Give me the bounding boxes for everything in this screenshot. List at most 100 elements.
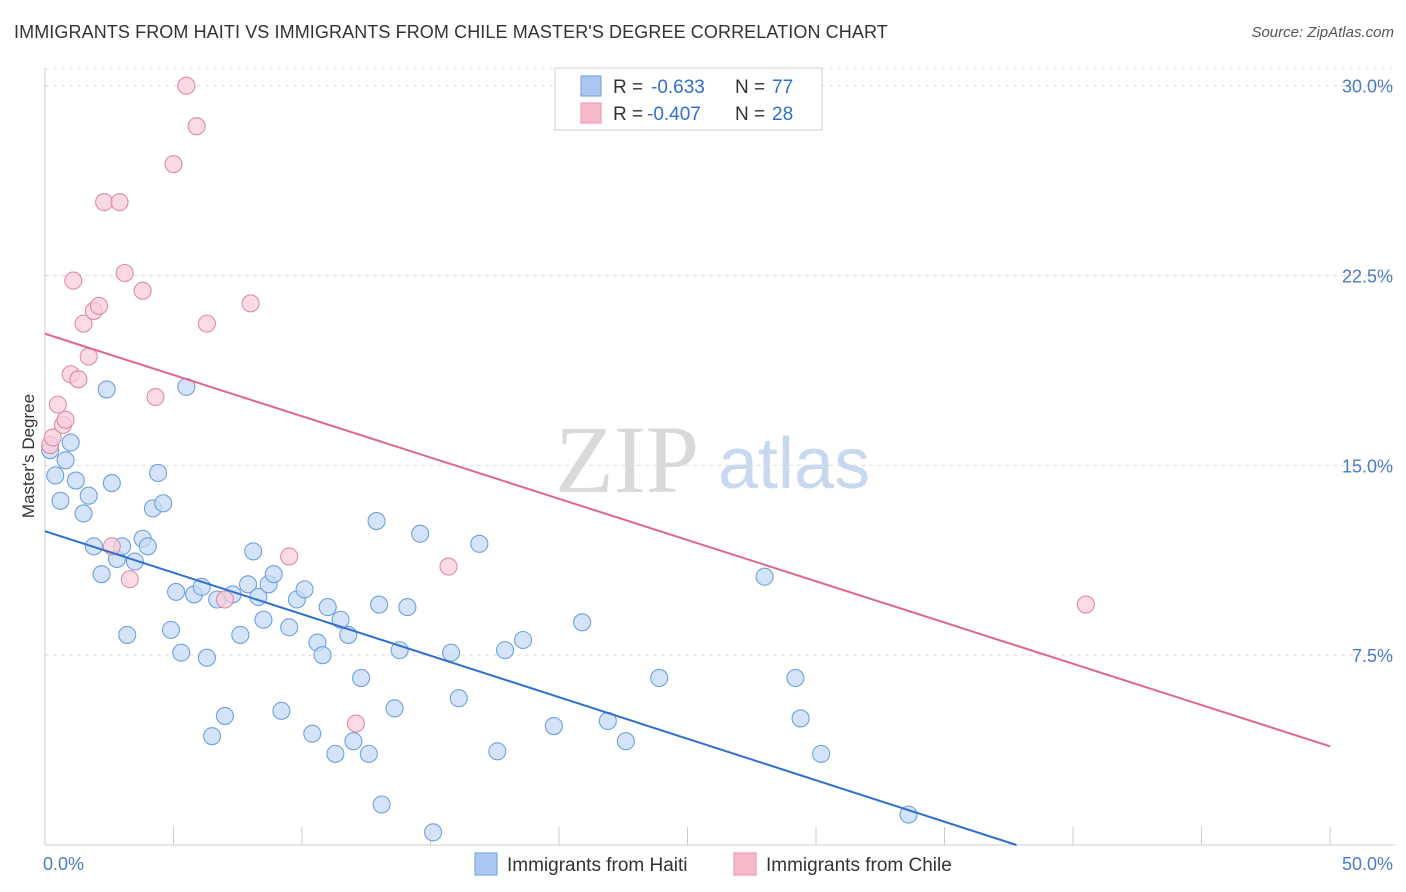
chile-point <box>241 294 260 313</box>
bottom-legend: Immigrants from Haiti Immigrants from Ch… <box>474 852 952 876</box>
haiti-point <box>238 575 258 594</box>
x-tick-label: 0.0% <box>43 854 84 874</box>
haiti-point <box>272 701 291 720</box>
x-tick-labels: 0.0% 50.0% <box>43 854 1393 874</box>
haiti-point <box>79 486 98 505</box>
bottom-legend-label-chile: Immigrants from Chile <box>766 855 952 876</box>
haiti-point <box>544 716 563 736</box>
haiti-point <box>254 610 273 629</box>
chile-point <box>187 117 206 136</box>
haiti-point <box>326 744 345 763</box>
haiti-point <box>56 451 75 470</box>
haiti-point <box>370 595 389 614</box>
haiti-point <box>66 471 85 490</box>
watermark-zip: ZIP <box>555 406 699 513</box>
chile-point <box>69 370 88 389</box>
chart-title: IMMIGRANTS FROM HAITI VS IMMIGRANTS FROM… <box>14 22 888 42</box>
chile-point <box>48 395 67 414</box>
legend-n-value-haiti: 77 <box>772 77 793 98</box>
chile-point <box>43 428 62 447</box>
chile-point <box>64 271 83 290</box>
bottom-legend-label-haiti: Immigrants from Haiti <box>507 855 688 876</box>
haiti-trend-line <box>44 530 1017 846</box>
haiti-point <box>385 699 404 718</box>
chile-point <box>74 314 93 333</box>
y-tick-label: 15.0% <box>1342 456 1393 476</box>
haiti-point <box>812 744 831 763</box>
chile-point <box>439 557 458 576</box>
haiti-point <box>755 567 774 586</box>
haiti-point <box>449 689 468 708</box>
chile-point <box>164 155 183 174</box>
haiti-point <box>197 648 216 667</box>
watermark: ZIP atlas <box>555 406 870 513</box>
haiti-point <box>488 742 507 761</box>
haiti-point <box>616 732 635 751</box>
haiti-point <box>390 641 409 660</box>
chile-point <box>95 193 114 212</box>
x-tick-label: 50.0% <box>1342 854 1393 874</box>
chile-point <box>215 590 234 609</box>
legend-r-label-chile: R = <box>613 104 643 125</box>
chile-point <box>133 281 152 300</box>
haiti-point <box>352 668 371 688</box>
haiti-point <box>102 474 121 493</box>
chile-point <box>197 314 216 333</box>
y-tick-label: 22.5% <box>1342 267 1393 287</box>
haiti-point <box>154 494 173 513</box>
legend-n-value-chile: 28 <box>772 104 793 125</box>
axes <box>44 68 1395 846</box>
haiti-point <box>61 433 80 452</box>
haiti-point <box>495 641 515 660</box>
legend-r-label-haiti: R = <box>613 77 643 98</box>
bottom-legend-swatch-chile <box>733 852 757 876</box>
haiti-point <box>161 620 180 639</box>
haiti-point <box>215 706 234 725</box>
haiti-point <box>573 613 592 632</box>
chile-point <box>280 547 299 566</box>
y-axis-title: Master's Degree <box>19 394 38 518</box>
watermark-atlas: atlas <box>718 424 870 504</box>
data-points <box>41 76 1095 842</box>
legend-swatch-haiti <box>580 75 602 97</box>
y-tick-labels: 7.5% 15.0% 22.5% 30.0% <box>1342 77 1393 666</box>
source-credit: Source: ZipAtlas.com <box>1251 24 1394 41</box>
haiti-point <box>899 805 918 824</box>
haiti-point <box>424 823 443 842</box>
haiti-point <box>51 491 70 510</box>
y-tick-label: 7.5% <box>1352 646 1393 666</box>
chile-point <box>120 570 139 589</box>
haiti-point <box>442 643 461 662</box>
haiti-point <box>172 643 191 662</box>
haiti-point <box>331 610 350 629</box>
haiti-point <box>92 565 111 584</box>
trend-lines <box>44 332 1331 846</box>
haiti-point <box>280 618 299 637</box>
legend-n-label-haiti: N = <box>735 77 765 98</box>
legend-n-label-chile: N = <box>735 104 765 125</box>
haiti-point <box>367 511 386 531</box>
haiti-point <box>167 582 186 601</box>
chile-trend-line <box>44 332 1331 748</box>
haiti-point <box>118 625 137 644</box>
bottom-legend-swatch-haiti <box>474 852 498 876</box>
haiti-point <box>470 534 489 553</box>
y-tick-label: 30.0% <box>1342 77 1393 97</box>
haiti-point <box>313 646 332 665</box>
grid-lines <box>45 68 1395 656</box>
haiti-point <box>303 724 322 743</box>
haiti-point <box>264 565 283 584</box>
legend-r-value-chile: -0.407 <box>647 104 701 125</box>
chile-point <box>177 76 196 95</box>
chile-point <box>89 296 109 315</box>
haiti-point <box>411 524 430 543</box>
haiti-point <box>231 625 250 644</box>
chile-point <box>115 263 134 283</box>
legend-box: R = -0.633 N = 77 R = -0.407 N = 28 <box>554 67 823 131</box>
legend-swatch-chile <box>580 102 602 124</box>
chile-point <box>110 193 129 212</box>
haiti-point <box>318 598 337 617</box>
haiti-point <box>359 744 378 763</box>
chile-point <box>1076 595 1095 614</box>
